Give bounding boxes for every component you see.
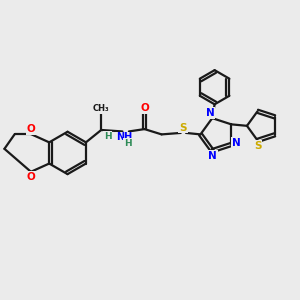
Text: N: N: [208, 151, 217, 161]
Text: H: H: [124, 139, 131, 148]
Text: O: O: [140, 103, 149, 113]
Text: H: H: [104, 132, 112, 141]
Text: CH₃: CH₃: [93, 104, 110, 113]
Text: O: O: [27, 172, 35, 182]
Text: S: S: [179, 123, 187, 133]
Text: NH: NH: [116, 132, 132, 142]
Text: N: N: [206, 108, 214, 118]
Text: S: S: [254, 141, 261, 151]
Text: N: N: [232, 138, 241, 148]
Text: O: O: [27, 124, 35, 134]
